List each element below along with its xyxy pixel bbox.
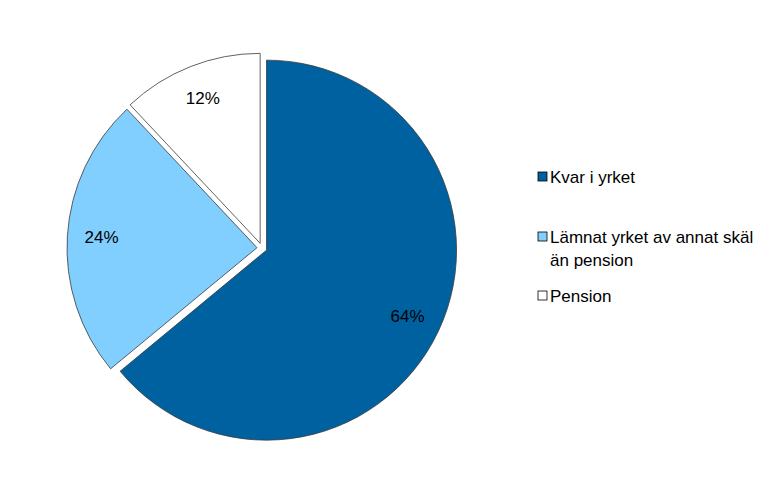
pie: 64% 24% 12% [67, 53, 457, 440]
legend-entry: Lämnat yrket av annat skälän pension [538, 228, 753, 270]
data-label: 12% [186, 89, 220, 108]
legend-label: Pension [550, 287, 611, 306]
data-label: 64% [390, 307, 424, 326]
legend-label: Kvar i yrket [550, 168, 635, 187]
legend: Kvar i yrket Lämnat yrket av annat skälän… [538, 168, 753, 306]
pie-slice [130, 53, 260, 243]
legend-swatch [538, 172, 547, 181]
chart: 64% 24% 12% Kvar i yrket Lämnat yrket av ann… [0, 0, 777, 494]
legend-entry: Kvar i yrket [538, 168, 635, 187]
data-label: 24% [85, 228, 119, 247]
legend-entry: Pension [538, 287, 611, 306]
legend-swatch [538, 291, 547, 300]
legend-swatch [538, 232, 547, 241]
slice-group: 12% [130, 53, 260, 243]
legend-label: Lämnat yrket av annat skälän pension [550, 228, 753, 270]
